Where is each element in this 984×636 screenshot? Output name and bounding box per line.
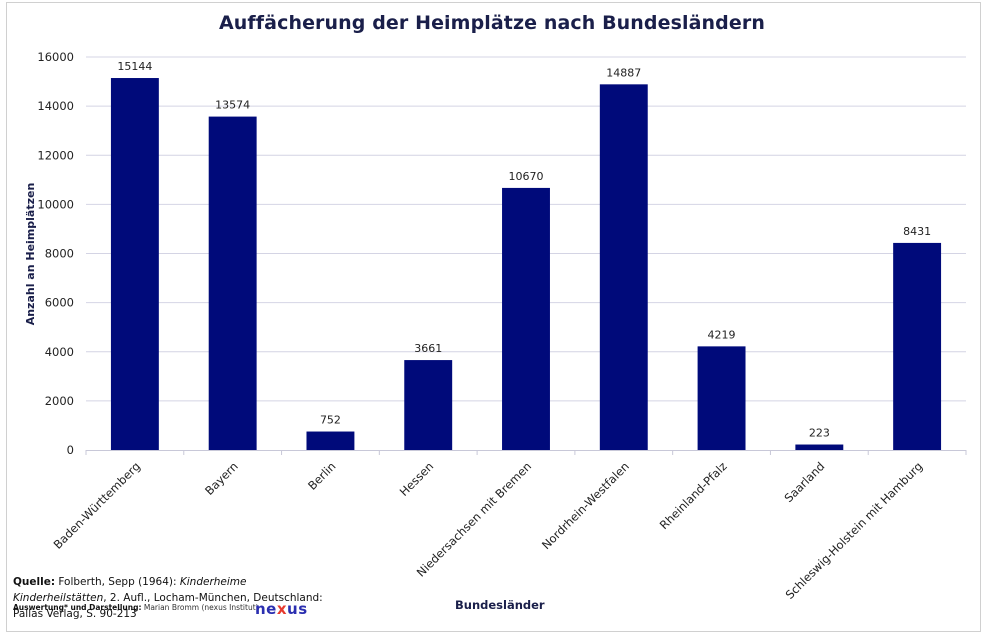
bar — [306, 431, 355, 450]
x-tick-label: Rheinland-Pfalz — [657, 459, 730, 532]
y-tick-label: 12000 — [37, 148, 74, 162]
x-axis — [85, 450, 967, 455]
bar — [893, 242, 942, 450]
x-tick-label: Niedersachsen mit Bremen — [414, 459, 534, 579]
credit-label: Auswertung* und Darstellung: — [13, 603, 142, 612]
x-tick-label: Hessen — [397, 459, 437, 499]
y-tick-label: 2000 — [45, 394, 74, 408]
y-axis-label: Anzahl an Heimplätzen — [24, 183, 37, 326]
data-label: 752 — [320, 414, 341, 427]
source-title: Kinderheime Kinderheilstätten — [13, 576, 247, 604]
source-note: Quelle: Folberth, Sepp (1964): Kinderhei… — [13, 574, 343, 622]
source-label: Quelle: — [13, 576, 56, 588]
bars — [110, 78, 942, 450]
bar — [208, 116, 257, 450]
bar — [697, 346, 746, 450]
logo-part: ne — [255, 600, 277, 618]
data-label: 10670 — [509, 170, 544, 183]
credit-text: Marian Bromm (nexus Institut) — [141, 603, 259, 612]
chart-title: Auffächerung der Heimplätze nach Bundesl… — [219, 12, 765, 34]
x-axis-label: Bundesländer — [455, 598, 545, 612]
logo-part: us — [287, 600, 308, 618]
y-tick-label: 14000 — [37, 99, 74, 113]
y-tick-label: 6000 — [45, 296, 74, 310]
data-label: 15144 — [117, 60, 152, 73]
chart-frame — [6, 2, 981, 632]
y-axis-ticks: 0 2000 4000 6000 8000 10000 12000 14000 16000 — [37, 50, 74, 457]
x-tick-label: Bayern — [202, 459, 241, 498]
data-label: 223 — [809, 427, 830, 440]
y-tick-label: 16000 — [37, 50, 74, 64]
source-text-rest: , 2. Aufl., Locham-München, Deutschland:… — [13, 592, 323, 620]
y-tick-label: 8000 — [45, 247, 74, 261]
x-tick-label: Berlin — [305, 459, 338, 492]
credit-note: Auswertung* und Darstellung: Marian Brom… — [13, 603, 259, 612]
x-tick-label: Nordrhein-Westfalen — [539, 459, 632, 552]
source-text: Folberth, Sepp (1964): — [55, 576, 180, 588]
data-labels: 15144 13574 752 3661 10670 14887 4219 223 8431 — [117, 60, 931, 439]
bar — [599, 84, 648, 450]
bar — [110, 78, 159, 450]
y-tick-label: 4000 — [45, 345, 74, 359]
data-label: 3661 — [414, 342, 442, 355]
bar — [502, 187, 550, 450]
bar — [795, 444, 844, 450]
data-label: 4219 — [708, 328, 736, 341]
bar — [404, 360, 453, 450]
data-label: 8431 — [903, 225, 931, 238]
y-tick-label: 10000 — [37, 197, 74, 211]
logo-x: x — [276, 600, 288, 618]
x-tick-label: Saarland — [782, 459, 828, 505]
x-tick-label: Baden-Württemberg — [51, 459, 143, 551]
data-label: 13574 — [215, 99, 250, 112]
data-label: 14887 — [606, 66, 641, 79]
y-tick-label: 0 — [67, 443, 74, 457]
nexus-logo: nexus — [255, 600, 308, 618]
